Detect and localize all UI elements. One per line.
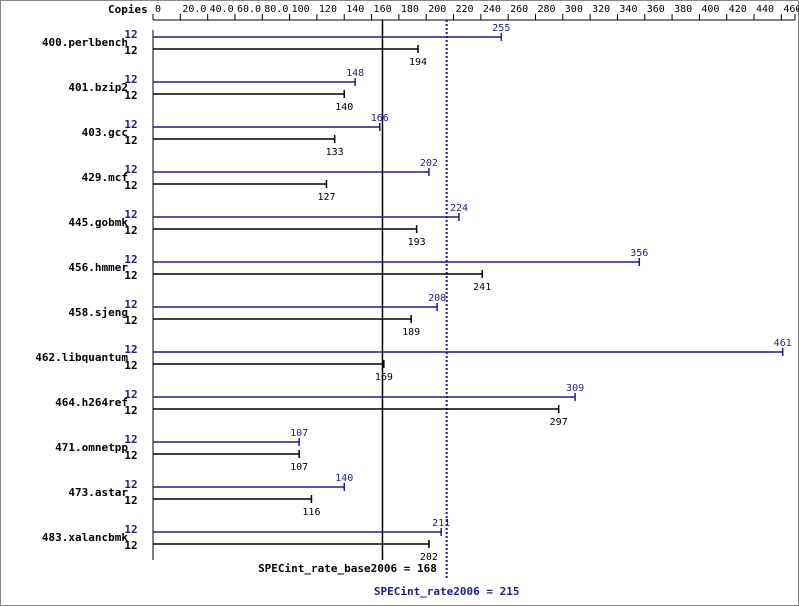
- copies-label: 12: [124, 179, 137, 192]
- copies-label: 12: [124, 298, 137, 311]
- copies-label: 12: [124, 433, 137, 446]
- x-tick-label: 340: [619, 4, 637, 15]
- value-label: 166: [371, 113, 389, 124]
- value-label: 107: [290, 428, 308, 439]
- category-label: 403.gcc: [82, 126, 128, 139]
- x-tick-label: 0: [155, 4, 161, 15]
- copies-label: 12: [124, 478, 137, 491]
- reference-label: SPECint_rate_base2006 = 168: [258, 562, 437, 575]
- x-tick-label: 360: [647, 4, 665, 15]
- category-label: 445.gobmk: [68, 216, 128, 229]
- x-tick-label: 140: [346, 4, 364, 15]
- value-label: 241: [473, 282, 491, 293]
- x-tick-label: 100: [292, 4, 310, 15]
- copies-header: Copies: [108, 3, 148, 16]
- category-label: 471.omnetpp: [55, 441, 128, 454]
- value-label: 127: [317, 192, 335, 203]
- value-label: 208: [428, 293, 446, 304]
- value-label: 297: [550, 417, 568, 428]
- copies-label: 12: [124, 359, 137, 372]
- x-tick-label: 440: [756, 4, 774, 15]
- category-label: 458.sjeng: [68, 306, 128, 319]
- category-label: 473.astar: [68, 486, 128, 499]
- copies-label: 12: [124, 494, 137, 507]
- value-label: 169: [375, 372, 393, 383]
- value-label: 140: [335, 473, 353, 484]
- value-label: 211: [432, 518, 450, 529]
- x-tick-label: 60.0: [237, 4, 261, 15]
- x-tick-label: 180: [401, 4, 419, 15]
- x-tick-label: 260: [510, 4, 528, 15]
- x-tick-label: 160: [374, 4, 392, 15]
- copies-label: 12: [124, 73, 137, 86]
- copies-label: 12: [124, 449, 137, 462]
- category-label: 429.mcf: [82, 171, 128, 184]
- category-label: 400.perlbench: [42, 36, 128, 49]
- value-label: 202: [420, 158, 438, 169]
- x-tick-label: 240: [483, 4, 501, 15]
- copies-label: 12: [124, 118, 137, 131]
- copies-label: 12: [124, 89, 137, 102]
- copies-label: 12: [124, 314, 137, 327]
- value-label: 356: [630, 248, 648, 259]
- copies-label: 12: [124, 28, 137, 41]
- category-label: 483.xalancbmk: [42, 531, 128, 544]
- x-tick-label: 220: [456, 4, 474, 15]
- x-tick-label: 320: [592, 4, 610, 15]
- x-tick-label: 120: [319, 4, 337, 15]
- x-tick-label: 460: [783, 4, 799, 15]
- value-label: 193: [408, 237, 426, 248]
- category-label: 464.h264ref: [55, 396, 128, 409]
- copies-label: 12: [124, 253, 137, 266]
- copies-label: 12: [124, 388, 137, 401]
- value-label: 309: [566, 383, 584, 394]
- value-label: 202: [420, 552, 438, 563]
- x-tick-label: 40.0: [210, 4, 234, 15]
- value-label: 140: [335, 102, 353, 113]
- category-label: 462.libquantum: [35, 351, 128, 364]
- value-label: 116: [302, 507, 320, 518]
- x-tick-label: 20.0: [182, 4, 206, 15]
- category-label: 401.bzip2: [68, 81, 128, 94]
- category-label: 456.hmmer: [68, 261, 128, 274]
- value-label: 107: [290, 462, 308, 473]
- x-tick-label: 300: [565, 4, 583, 15]
- value-label: 189: [402, 327, 420, 338]
- value-label: 224: [450, 203, 468, 214]
- value-label: 255: [492, 23, 510, 34]
- copies-label: 12: [124, 163, 137, 176]
- copies-label: 12: [124, 44, 137, 57]
- copies-label: 12: [124, 404, 137, 417]
- copies-label: 12: [124, 269, 137, 282]
- x-tick-label: 200: [428, 4, 446, 15]
- copies-label: 12: [124, 539, 137, 552]
- value-label: 461: [774, 338, 792, 349]
- copies-label: 12: [124, 224, 137, 237]
- copies-label: 12: [124, 208, 137, 221]
- x-tick-label: 420: [729, 4, 747, 15]
- copies-label: 12: [124, 343, 137, 356]
- value-label: 133: [326, 147, 344, 158]
- value-label: 194: [409, 57, 427, 68]
- reference-label: SPECint_rate2006 = 215: [374, 585, 520, 598]
- x-tick-label: 280: [537, 4, 555, 15]
- x-tick-label: 470: [797, 4, 799, 15]
- copies-label: 12: [124, 523, 137, 536]
- value-label: 148: [346, 68, 364, 79]
- copies-label: 12: [124, 134, 137, 147]
- x-tick-label: 380: [674, 4, 692, 15]
- x-tick-label: 400: [701, 4, 719, 15]
- x-tick-label: 80.0: [264, 4, 288, 15]
